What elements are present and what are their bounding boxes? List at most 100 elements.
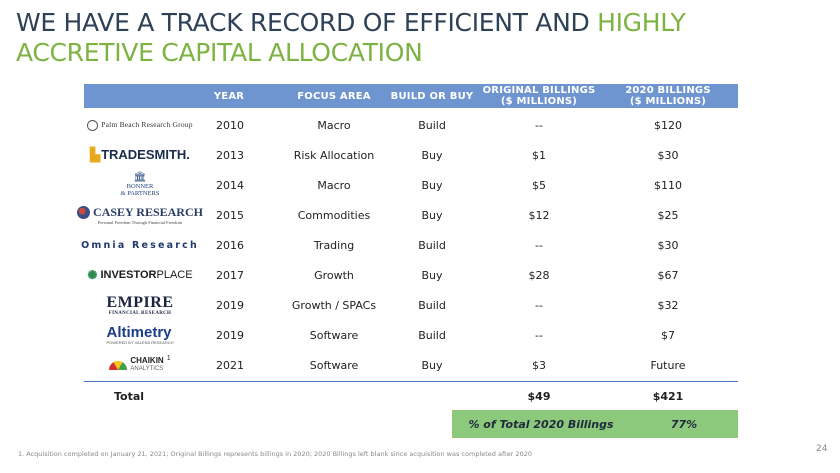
year-cell: 2015 [216, 208, 244, 222]
casey-swirl-icon [77, 206, 91, 219]
table-header: YEAR FOCUS AREA BUILD OR BUY ORIGINAL BI… [84, 84, 738, 108]
year-cell: 2019 [216, 328, 244, 342]
omnia-logo-text: Omnia Research [81, 239, 199, 251]
table-row: ✺ INVESTOR PLACE 2017 Growth Buy $28 $67 [84, 260, 738, 290]
original-billings-cell: -- [535, 238, 543, 252]
casey-logo-tagline: Personal Freedom Through Financial Freed… [97, 220, 183, 225]
year-cell: 2017 [216, 268, 244, 282]
palm-beach-logo: Palm Beach Research Group [84, 110, 196, 140]
page-number: 24 [816, 444, 828, 454]
empire-financial-logo: EMPIRE FINANCIAL RESEARCH [84, 290, 196, 320]
focus-cell: Macro [317, 118, 351, 132]
build-cell: Buy [421, 358, 443, 372]
investorplace-logo-text-2: PLACE [156, 269, 193, 281]
empire-logo-text-1: EMPIRE [106, 293, 174, 311]
billings-2020-cell: $120 [654, 118, 682, 132]
header-year: YEAR [213, 90, 245, 102]
build-cell: Buy [421, 148, 443, 162]
investorplace-logo: ✺ INVESTOR PLACE [84, 260, 196, 290]
year-cell: 2010 [216, 118, 244, 132]
original-billings-cell: $28 [528, 268, 550, 282]
casey-logo-text: CASEY RESEARCH [93, 205, 203, 219]
title-accent: HIGHLY ACCRETIVE CAPITAL ALLOCATION [16, 8, 686, 67]
build-cell: Build [418, 298, 446, 312]
altimetry-logo-text-1: Altimetry [106, 324, 172, 341]
header-2020-billings: 2020 BILLINGS ($ MILLIONS) [598, 84, 738, 108]
omnia-research-logo: Omnia Research [81, 230, 199, 260]
chaikin-logo-text-1: CHAIKIN [130, 356, 164, 365]
focus-cell: Growth [314, 268, 354, 282]
summary-value: 77% [670, 417, 698, 431]
investorplace-burst-icon: ✺ [87, 268, 98, 282]
build-cell: Build [418, 118, 446, 132]
build-cell: Buy [421, 208, 443, 222]
original-billings-cell: -- [535, 118, 543, 132]
title-main: WE HAVE A TRACK RECORD OF EFFICIENT AND [16, 8, 598, 37]
tradesmith-logo-text: TRADESMITH. [101, 147, 190, 162]
focus-cell: Software [309, 358, 359, 372]
header-original-billings-line1: ORIGINAL BILLINGS [482, 85, 596, 96]
summary-label: % of Total 2020 Billings [468, 417, 614, 431]
table-row: CASEY RESEARCH Personal Freedom Through … [77, 200, 738, 230]
focus-cell: Commodities [297, 208, 371, 222]
table-row: ▙TRADESMITH. 2013 Risk Allocation Buy $1… [84, 140, 738, 170]
original-billings-cell: $12 [528, 208, 550, 222]
palm-beach-logo-text: Palm Beach Research Group [101, 119, 193, 129]
billings-2020-cell: $67 [657, 268, 679, 282]
tradesmith-logo: ▙TRADESMITH. [84, 140, 196, 170]
year-cell: 2014 [216, 178, 244, 192]
billings-2020-cell: $32 [657, 298, 679, 312]
bonner-logo-text-1: BONNER [126, 183, 154, 190]
original-billings-cell: -- [535, 298, 543, 312]
header-original-billings: ORIGINAL BILLINGS ($ MILLIONS) [480, 84, 598, 108]
total-row: Total $49 $421 [84, 385, 738, 407]
build-cell: Build [418, 328, 446, 342]
build-cell: Buy [421, 268, 443, 282]
build-cell: Buy [421, 178, 443, 192]
billings-2020-cell: $110 [654, 178, 682, 192]
tradesmith-mark-icon: ▙ [90, 147, 101, 162]
build-cell: Build [418, 238, 446, 252]
year-cell: 2021 [216, 358, 244, 372]
total-divider [84, 381, 738, 382]
altimetry-logo-text-2: POWERED BY VALENS RESEARCH [106, 340, 174, 345]
header-original-billings-line2: ($ MILLIONS) [500, 96, 578, 107]
focus-cell: Growth / SPACs [291, 298, 377, 312]
bonner-logo-text-2: & PARTNERS [120, 190, 160, 197]
year-cell: 2016 [216, 238, 244, 252]
investorplace-logo-text-1: INVESTOR [100, 269, 157, 281]
table-row: Omnia Research 2016 Trading Build -- $30 [81, 230, 738, 260]
billings-2020-cell: Future [650, 358, 686, 372]
billings-2020-cell: $30 [657, 238, 679, 252]
original-billings-cell: $3 [532, 358, 546, 372]
table-row: CHAIKIN ANALYTICS 1 2021 Software Buy $3… [84, 350, 738, 380]
casey-research-logo: CASEY RESEARCH Personal Freedom Through … [77, 200, 203, 230]
chaikin-analytics-logo: CHAIKIN ANALYTICS 1 [84, 350, 196, 380]
billings-2020-cell: $30 [657, 148, 679, 162]
footnote-marker: 1 [166, 355, 171, 362]
footnote: 1. Acquisition completed on January 21, … [18, 450, 532, 458]
header-2020-billings-line1: 2020 BILLINGS [625, 85, 711, 96]
original-billings-cell: -- [535, 328, 543, 342]
header-build-or-buy: BUILD OR BUY [390, 90, 474, 102]
billings-2020-cell: $7 [661, 328, 675, 342]
year-cell: 2019 [216, 298, 244, 312]
total-original-billings: $49 [527, 389, 551, 403]
pillars-icon: 🏛 [133, 172, 147, 183]
original-billings-cell: $1 [532, 148, 546, 162]
table-row: EMPIRE FINANCIAL RESEARCH 2019 Growth / … [84, 290, 738, 320]
table-row: Altimetry POWERED BY VALENS RESEARCH 201… [84, 320, 738, 350]
chaikin-logo-text-2: ANALYTICS [130, 366, 164, 372]
year-cell: 2013 [216, 148, 244, 162]
seal-icon [87, 119, 99, 131]
focus-cell: Trading [313, 238, 355, 252]
bonner-partners-logo: 🏛 BONNER & PARTNERS [84, 170, 196, 200]
altimetry-logo: Altimetry POWERED BY VALENS RESEARCH [84, 320, 196, 350]
empire-logo-text-2: FINANCIAL RESEARCH [108, 310, 172, 316]
focus-cell: Macro [317, 178, 351, 192]
slide-title: WE HAVE A TRACK RECORD OF EFFICIENT AND … [16, 8, 826, 68]
header-focus-area: FOCUS AREA [297, 90, 371, 102]
table-row: Palm Beach Research Group 2010 Macro Bui… [84, 110, 738, 140]
header-2020-billings-line2: ($ MILLIONS) [629, 96, 707, 107]
total-2020-billings: $421 [652, 389, 684, 403]
